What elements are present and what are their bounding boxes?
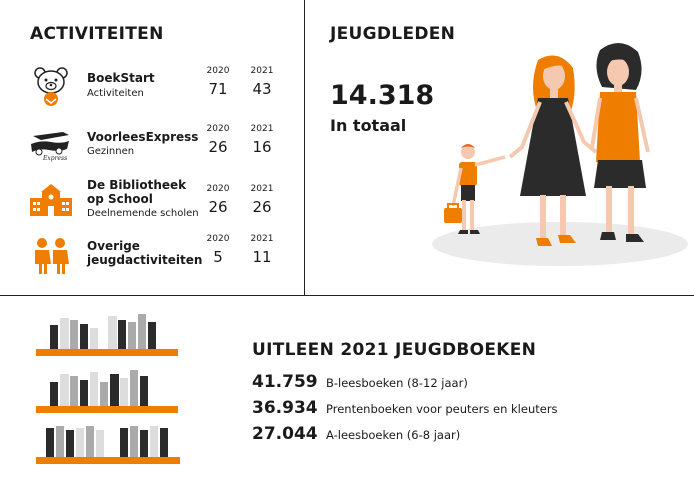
activity-voorleesexpress: Express VoorleesExpress Gezinnen 2020 20…	[30, 124, 285, 174]
activity-title: VoorleesExpress	[87, 130, 199, 144]
loans-heading: UITLEEN 2021 JEUGDBOEKEN	[252, 340, 537, 360]
loan-label: B-leesboeken (8-12 jaar)	[326, 376, 468, 390]
value: 5	[213, 248, 223, 266]
year-label: 2021	[250, 66, 274, 76]
year-label: 2020	[206, 124, 230, 134]
members-heading: JEUGDLEDEN	[330, 24, 456, 44]
bookshelves-illustration	[36, 314, 180, 464]
year-label: 2021	[250, 234, 274, 244]
activity-bibliotheek-op-school: De Bibliotheek op School Deelnemende sch…	[30, 178, 285, 230]
activity-title: Overige jeugdactiviteiten	[87, 239, 203, 267]
loan-number: 36.934	[252, 398, 318, 418]
children-icon	[35, 238, 69, 274]
school-icon	[30, 184, 72, 216]
vertical-divider	[304, 0, 305, 296]
year-label: 2020	[206, 66, 230, 76]
bookshelf-bottom	[36, 426, 180, 464]
loan-label: A-leesboeken (6-8 jaar)	[326, 428, 461, 442]
year-label: 2020	[206, 234, 230, 244]
bookshelf-top	[36, 314, 178, 356]
loan-label: Prentenboeken voor peuters en kleuters	[326, 402, 558, 416]
year-label: 2020	[206, 184, 230, 194]
loan-number: 41.759	[252, 372, 318, 392]
members-total: 14.318	[330, 80, 435, 111]
activity-subtitle: Activiteiten	[87, 88, 144, 99]
value: 26	[252, 198, 272, 216]
activity-title: De Bibliotheek op School	[87, 178, 187, 206]
activity-subtitle: Gezinnen	[87, 146, 135, 157]
activity-boekstart: BoekStart Activiteiten 2020 2021 71 43	[30, 66, 285, 116]
value: 16	[252, 138, 272, 156]
svg-text:Express: Express	[42, 155, 67, 162]
bookshelf-middle	[36, 370, 178, 413]
value: 43	[252, 80, 272, 98]
activity-subtitle: Deelnemende scholen	[87, 208, 199, 219]
activity-overige: Overige jeugdactiviteiten 2020 2021 5 11	[30, 234, 285, 284]
members-total-label: In totaal	[330, 116, 407, 135]
year-label: 2021	[250, 124, 274, 134]
voorleesexpress-logo: Express	[31, 132, 69, 162]
loan-number: 27.044	[252, 424, 318, 444]
year-label: 2021	[250, 184, 274, 194]
activity-title: BoekStart	[87, 71, 155, 85]
horizontal-divider	[0, 295, 694, 296]
value: 26	[208, 198, 228, 216]
value: 71	[208, 80, 228, 98]
family-illustration	[432, 42, 688, 266]
value: 26	[208, 138, 228, 156]
value: 11	[252, 248, 272, 266]
bear-baby-icon	[34, 67, 68, 106]
activities-heading: ACTIVITEITEN	[30, 24, 164, 44]
